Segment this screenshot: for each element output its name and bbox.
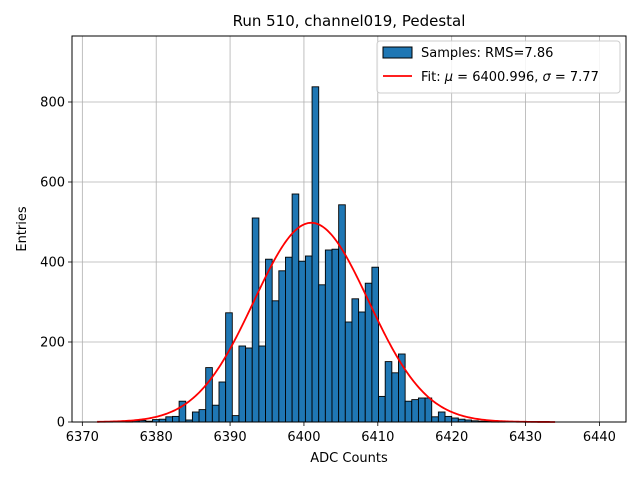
histogram-bar — [358, 311, 366, 423]
histogram-bar — [238, 345, 247, 423]
histogram-bar — [344, 321, 353, 423]
x-tick-label: 6370 — [66, 430, 99, 445]
x-axis-label: ADC Counts — [310, 451, 388, 466]
histogram-bar — [351, 298, 360, 423]
histogram-bar — [278, 270, 286, 423]
plot-frame — [71, 35, 627, 423]
histogram-bar — [384, 361, 393, 423]
y-tick-label: 400 — [40, 256, 65, 271]
legend-fit-prefix: Fit: — [421, 70, 445, 85]
histogram-bar — [451, 417, 459, 423]
legend: Samples: RMS=7.86 Fit: μ = 6400.996, σ =… — [376, 40, 621, 94]
histogram-bar — [231, 415, 240, 423]
y-tick-label: 0 — [57, 416, 65, 431]
legend-label-samples: Samples: RMS=7.86 — [421, 46, 553, 61]
legend-fit-sigma-value: = 7.77 — [551, 70, 599, 85]
legend-fit-mu-value: = 6400.996, — [453, 70, 542, 85]
histogram-bar — [218, 381, 227, 423]
histogram-bar — [404, 400, 413, 423]
histogram-bar — [205, 367, 213, 423]
legend-fit-sigma-symbol: σ — [543, 70, 552, 85]
legend-label-fit: Fit: μ = 6400.996, σ = 7.77 — [421, 70, 599, 85]
histogram-bar — [324, 249, 333, 423]
histogram-bar — [245, 347, 253, 423]
histogram-bar — [265, 258, 273, 423]
histogram-bar — [198, 409, 207, 423]
x-tick-label: 6440 — [583, 430, 616, 445]
legend-box — [376, 40, 621, 94]
histogram-bars — [105, 86, 539, 423]
histogram-bar — [311, 86, 320, 423]
x-tick-label: 6420 — [435, 430, 468, 445]
x-tick-label: 6380 — [140, 430, 173, 445]
x-tick-label: 6430 — [509, 430, 542, 445]
histogram-bar — [211, 404, 220, 423]
histogram-bar — [338, 204, 346, 423]
y-tick-label: 800 — [40, 96, 65, 111]
y-tick-label: 200 — [40, 336, 65, 351]
histogram-bar — [225, 312, 233, 423]
gaussian-fit-curve — [97, 221, 556, 423]
histogram-bar — [391, 372, 399, 423]
histogram-bar — [304, 255, 313, 423]
legend-patch-samples — [382, 46, 413, 59]
x-tick-label: 6390 — [214, 430, 247, 445]
histogram-bar — [417, 397, 426, 423]
axis-ticks: 6370 6380 6390 6400 6410 6420 6430 6440 0 200 400 6… — [40, 96, 616, 446]
y-tick-label: 600 — [40, 176, 65, 191]
histogram-bar — [251, 217, 260, 423]
histogram-bar — [331, 248, 340, 423]
histogram-bar — [165, 416, 173, 423]
histogram-bar — [271, 300, 280, 423]
histogram-bar — [298, 260, 306, 423]
chart-title: Run 510, channel019, Pedestal — [233, 12, 466, 30]
histogram-bar — [411, 399, 419, 423]
y-axis-label: Entries — [15, 206, 30, 252]
histogram-bar — [371, 266, 379, 423]
x-tick-label: 6410 — [361, 430, 394, 445]
x-tick-label: 6400 — [287, 430, 320, 445]
histogram-bar — [424, 397, 433, 423]
histogram-bar — [444, 415, 453, 423]
histogram-bar — [191, 411, 200, 423]
histogram-bar — [437, 411, 446, 423]
histogram-bar — [378, 395, 386, 423]
fit-curve-layer — [97, 221, 556, 423]
histogram-bar — [172, 415, 180, 423]
histogram-bar — [258, 345, 266, 423]
histogram-bar — [318, 284, 326, 423]
histogram-bar — [431, 416, 439, 423]
histogram-bar — [285, 256, 293, 423]
legend-fit-mu-symbol: μ — [444, 70, 453, 85]
